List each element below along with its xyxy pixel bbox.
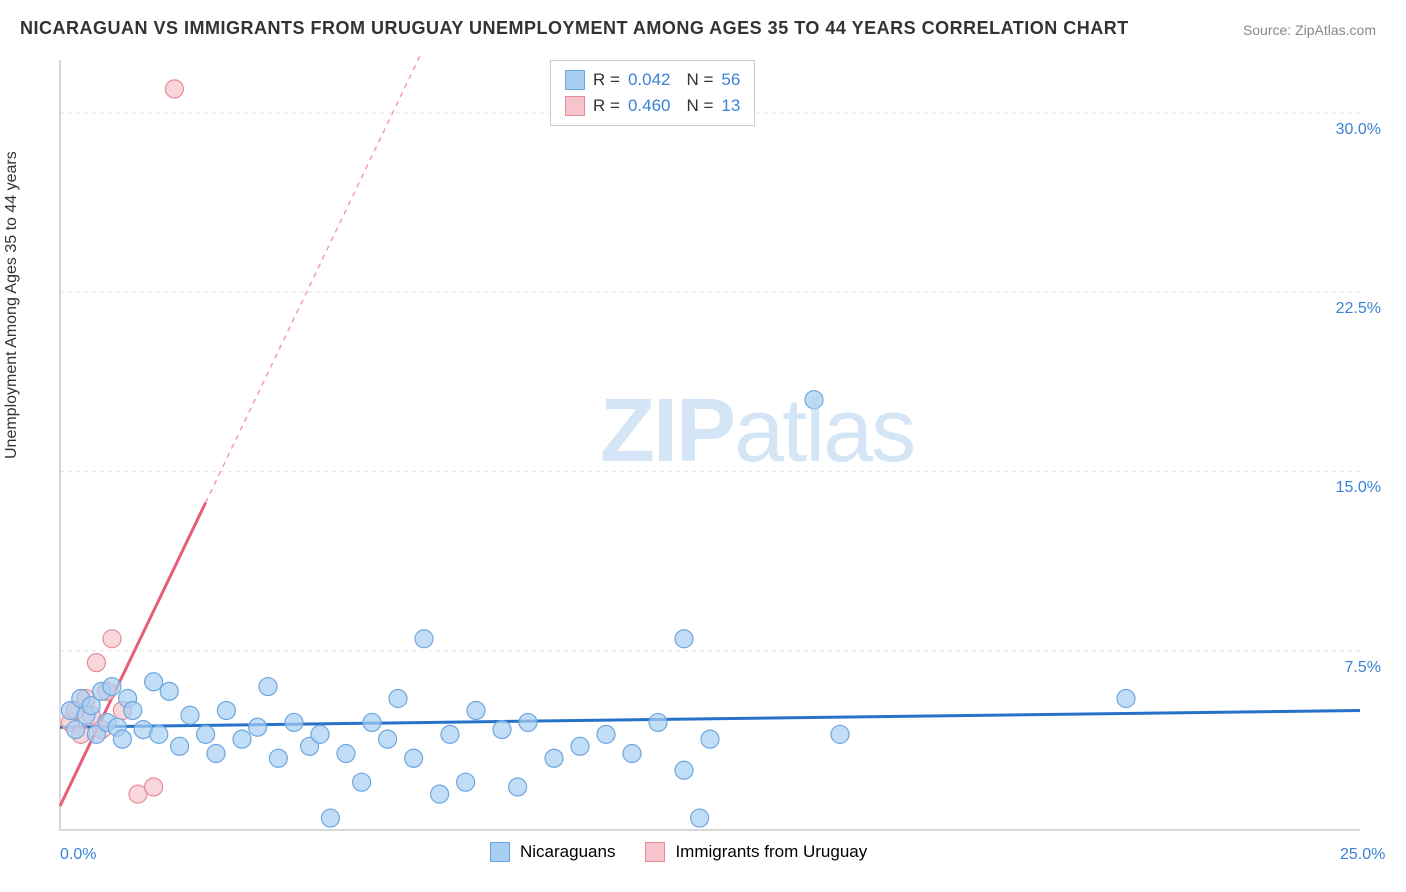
legend-r-value-0: 0.042 xyxy=(628,70,671,90)
y-tick: 15.0% xyxy=(1336,479,1381,497)
series-legend: Nicaraguans Immigrants from Uruguay xyxy=(490,842,867,862)
watermark-bold: ZIP xyxy=(600,381,734,481)
legend-row-nicaraguans: R = 0.042 N = 56 xyxy=(565,67,740,93)
legend-n-label: N = xyxy=(686,70,713,90)
legend-n-label: N = xyxy=(686,96,713,116)
legend-r-label: R = xyxy=(593,70,620,90)
y-tick: 7.5% xyxy=(1345,659,1381,677)
legend-row-uruguay: R = 0.460 N = 13 xyxy=(565,93,740,119)
correlation-legend: R = 0.042 N = 56 R = 0.460 N = 13 xyxy=(550,60,755,126)
x-tick: 0.0% xyxy=(60,846,96,864)
source-attribution: Source: ZipAtlas.com xyxy=(1243,22,1376,38)
y-axis-label: Unemployment Among Ages 35 to 44 years xyxy=(3,151,21,459)
x-tick: 25.0% xyxy=(1340,846,1385,864)
swatch-uruguay xyxy=(565,96,585,116)
watermark-thin: atlas xyxy=(734,381,914,481)
swatch-nicaraguans-bottom xyxy=(490,842,510,862)
legend-r-value-1: 0.460 xyxy=(628,96,671,116)
y-tick: 30.0% xyxy=(1336,121,1381,139)
legend-n-value-0: 56 xyxy=(721,70,740,90)
swatch-uruguay-bottom xyxy=(645,842,665,862)
legend-r-label: R = xyxy=(593,96,620,116)
chart-title: NICARAGUAN VS IMMIGRANTS FROM URUGUAY UN… xyxy=(20,18,1129,39)
legend-label-uruguay: Immigrants from Uruguay xyxy=(675,842,867,862)
y-tick: 22.5% xyxy=(1336,300,1381,318)
watermark: ZIPatlas xyxy=(600,380,914,483)
swatch-nicaraguans xyxy=(565,70,585,90)
legend-label-nicaraguans: Nicaraguans xyxy=(520,842,615,862)
legend-n-value-1: 13 xyxy=(721,96,740,116)
